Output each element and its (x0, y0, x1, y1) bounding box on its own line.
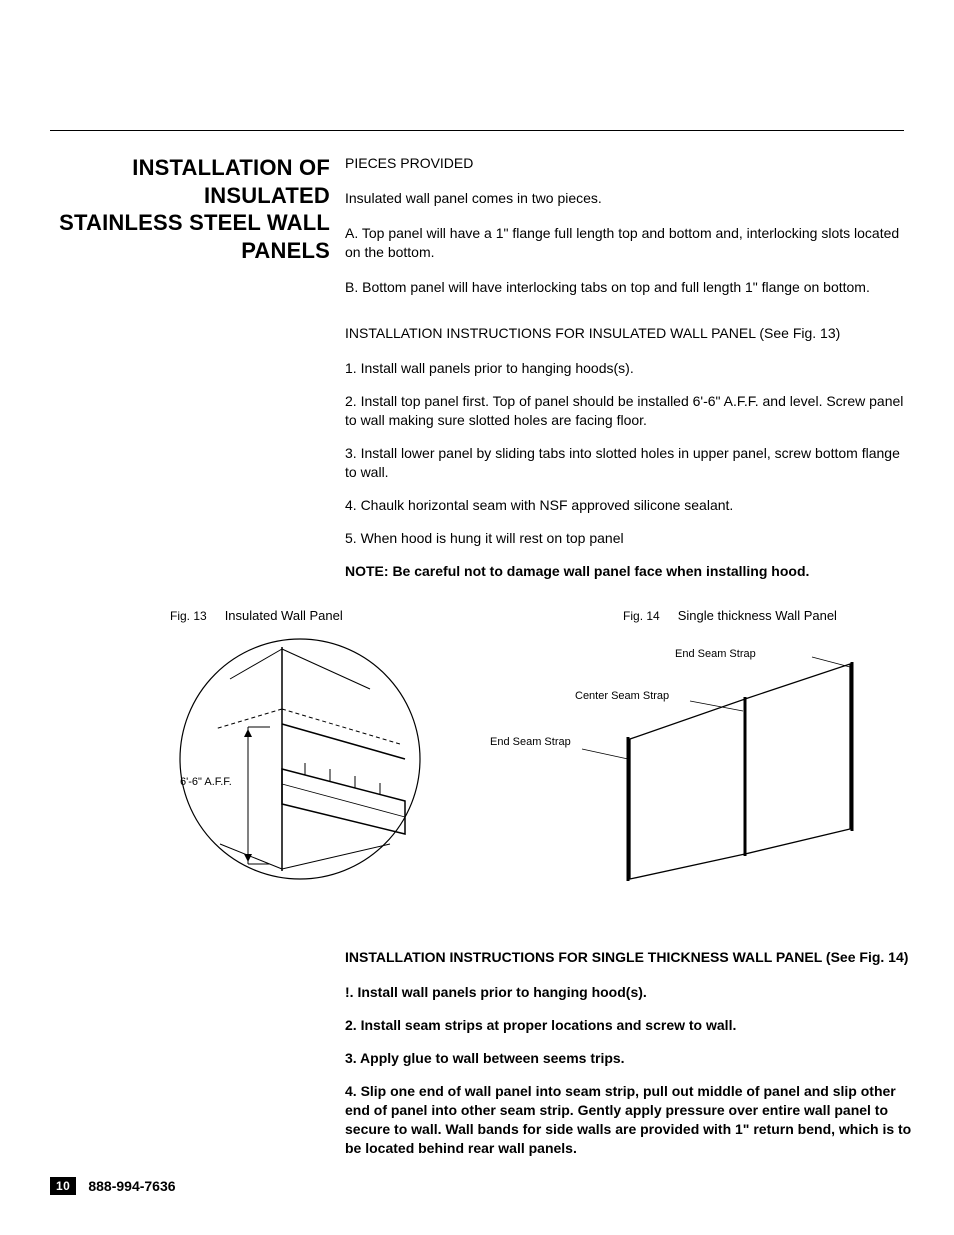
step-2: 2. Install top panel first. Top of panel… (345, 392, 915, 430)
fig14-center-strap: Center Seam Strap (575, 690, 669, 702)
fig14-end-strap-left: End Seam Strap (490, 736, 571, 748)
note: NOTE: Be careful not to damage wall pane… (345, 562, 915, 581)
figure-14: Fig. 14 Single thickness Wall Panel (490, 608, 910, 889)
page-content: INSTALLATION OF INSULATED STAINLESS STEE… (50, 130, 904, 1158)
single-instr-heading: INSTALLATION INSTRUCTIONS FOR SINGLE THI… (345, 948, 915, 967)
step-3: 3. Install lower panel by sliding tabs i… (345, 444, 915, 482)
step-4: 4. Chaulk horizontal seam with NSF appro… (345, 496, 915, 515)
fig13-dim-label: 6'-6" A.F.F. (180, 776, 232, 788)
fig13-caption: Insulated Wall Panel (225, 608, 343, 623)
single-step-2: 2. Install seam strips at proper locatio… (345, 1016, 915, 1035)
fig14-drawing (490, 629, 910, 889)
footer: 10 888-994-7636 (50, 1177, 176, 1195)
body-column: PIECES PROVIDED Insulated wall panel com… (345, 154, 915, 580)
figures-row: Fig. 13 Insulated Wall Panel (50, 608, 904, 908)
pieces-intro: Insulated wall panel comes in two pieces… (345, 189, 915, 208)
section-title: INSTALLATION OF INSULATED STAINLESS STEE… (50, 154, 330, 264)
fig14-end-strap-top: End Seam Strap (675, 648, 756, 660)
single-step-3: 3. Apply glue to wall between seems trip… (345, 1049, 915, 1068)
title-line-1: INSTALLATION OF INSULATED (132, 155, 330, 208)
pieces-heading: PIECES PROVIDED (345, 154, 915, 173)
instr-heading: INSTALLATION INSTRUCTIONS FOR INSULATED … (345, 324, 915, 343)
step-5: 5. When hood is hung it will rest on top… (345, 529, 915, 548)
fig13-label: Fig. 13 (170, 609, 207, 623)
piece-b: B. Bottom panel will have interlocking t… (345, 278, 915, 297)
footer-phone: 888-994-7636 (88, 1178, 175, 1194)
page-number: 10 (50, 1177, 76, 1195)
step-1: 1. Install wall panels prior to hanging … (345, 359, 915, 378)
piece-a: A. Top panel will have a 1" flange full … (345, 224, 915, 262)
single-body-column: INSTALLATION INSTRUCTIONS FOR SINGLE THI… (345, 948, 915, 1157)
figure-13: Fig. 13 Insulated Wall Panel (170, 608, 470, 889)
fig14-caption: Single thickness Wall Panel (678, 608, 837, 623)
fig13-drawing (170, 629, 430, 889)
title-line-2: STAINLESS STEEL WALL PANELS (59, 210, 330, 263)
single-step-1: !. Install wall panels prior to hanging … (345, 983, 915, 1002)
fig14-label: Fig. 14 (623, 609, 660, 623)
single-step-4: 4. Slip one end of wall panel into seam … (345, 1082, 915, 1158)
